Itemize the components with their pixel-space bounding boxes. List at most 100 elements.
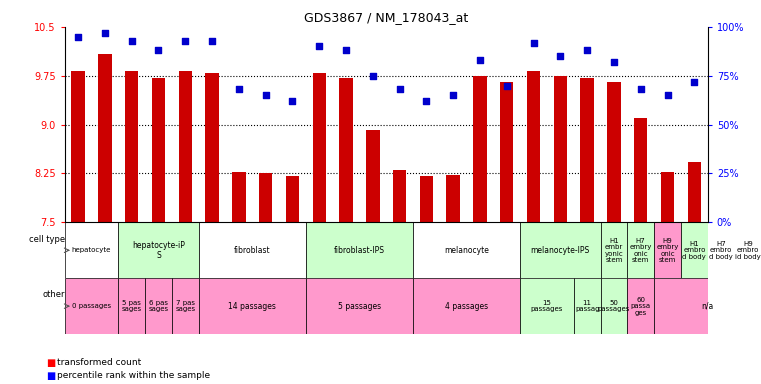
Text: H7
embro
d body: H7 embro d body bbox=[709, 241, 733, 260]
Point bbox=[340, 47, 352, 53]
Text: melanocyte-IPS: melanocyte-IPS bbox=[530, 246, 590, 255]
Point bbox=[206, 38, 218, 44]
Text: 11
passag: 11 passag bbox=[575, 300, 600, 313]
Point bbox=[581, 47, 594, 53]
Bar bbox=[205, 73, 218, 222]
Bar bbox=[500, 82, 514, 222]
Point bbox=[286, 98, 298, 104]
Point bbox=[72, 33, 84, 40]
Point bbox=[179, 38, 191, 44]
Bar bbox=[98, 54, 112, 222]
Text: H1
embr
yonic
stem: H1 embr yonic stem bbox=[604, 238, 623, 263]
Bar bbox=[447, 175, 460, 222]
Bar bbox=[413, 222, 521, 278]
Point bbox=[152, 47, 164, 53]
Point bbox=[447, 92, 460, 98]
Point bbox=[233, 86, 245, 93]
Bar bbox=[554, 76, 567, 222]
Bar bbox=[654, 222, 681, 278]
Title: GDS3867 / NM_178043_at: GDS3867 / NM_178043_at bbox=[304, 11, 468, 24]
Point bbox=[474, 57, 486, 63]
Bar bbox=[393, 170, 406, 222]
Bar bbox=[199, 278, 306, 334]
Point bbox=[126, 38, 138, 44]
Text: percentile rank within the sample: percentile rank within the sample bbox=[57, 371, 210, 380]
Point bbox=[367, 73, 379, 79]
Text: hepatocyte-iP
S: hepatocyte-iP S bbox=[132, 241, 185, 260]
Text: fibroblast: fibroblast bbox=[234, 246, 271, 255]
Bar bbox=[661, 172, 674, 222]
Text: melanocyte: melanocyte bbox=[444, 246, 489, 255]
Point bbox=[635, 86, 647, 93]
Text: 60
passa
ges: 60 passa ges bbox=[631, 297, 651, 316]
Text: H9
embro
id body: H9 embro id body bbox=[735, 241, 761, 260]
Point bbox=[260, 92, 272, 98]
Bar bbox=[600, 222, 627, 278]
Bar bbox=[65, 222, 118, 278]
Bar bbox=[581, 78, 594, 222]
Text: cell type: cell type bbox=[29, 235, 65, 243]
Bar bbox=[688, 162, 701, 222]
Text: hepatocyte: hepatocyte bbox=[72, 247, 111, 253]
Bar bbox=[72, 71, 84, 222]
Bar bbox=[734, 222, 761, 278]
Point bbox=[313, 43, 325, 50]
Bar bbox=[654, 278, 761, 334]
Point bbox=[99, 30, 111, 36]
Bar bbox=[125, 71, 139, 222]
Bar bbox=[339, 78, 352, 222]
Text: fibroblast-IPS: fibroblast-IPS bbox=[334, 246, 385, 255]
Bar bbox=[607, 82, 621, 222]
Bar bbox=[634, 118, 648, 222]
Bar bbox=[413, 278, 521, 334]
Bar bbox=[232, 172, 246, 222]
Point bbox=[527, 40, 540, 46]
Point bbox=[688, 79, 700, 85]
Bar bbox=[521, 278, 574, 334]
Text: H7
embry
onic
stem: H7 embry onic stem bbox=[629, 238, 652, 263]
Text: 7 pas
sages: 7 pas sages bbox=[175, 300, 196, 313]
Bar bbox=[600, 278, 627, 334]
Text: 4 passages: 4 passages bbox=[445, 302, 488, 311]
Text: n/a: n/a bbox=[702, 302, 714, 311]
Point bbox=[393, 86, 406, 93]
Bar bbox=[179, 71, 192, 222]
Bar bbox=[306, 278, 413, 334]
Bar bbox=[527, 71, 540, 222]
Point bbox=[608, 59, 620, 65]
Text: transformed count: transformed count bbox=[57, 358, 142, 367]
Bar bbox=[285, 176, 299, 222]
Bar bbox=[259, 174, 272, 222]
Bar bbox=[118, 222, 199, 278]
Text: other: other bbox=[43, 290, 65, 300]
Text: 6 pas
sages: 6 pas sages bbox=[148, 300, 168, 313]
Text: 14 passages: 14 passages bbox=[228, 302, 276, 311]
Bar bbox=[420, 176, 433, 222]
Bar bbox=[172, 278, 199, 334]
Text: ■: ■ bbox=[46, 371, 55, 381]
Text: ■: ■ bbox=[46, 358, 55, 368]
Bar bbox=[574, 278, 600, 334]
Point bbox=[661, 92, 673, 98]
Point bbox=[501, 83, 513, 89]
Bar bbox=[118, 278, 145, 334]
Point bbox=[554, 53, 566, 59]
Bar bbox=[151, 78, 165, 222]
Bar bbox=[473, 76, 487, 222]
Bar bbox=[708, 222, 734, 278]
Text: 5 passages: 5 passages bbox=[338, 302, 381, 311]
Bar bbox=[521, 222, 600, 278]
Text: 50
passages: 50 passages bbox=[597, 300, 630, 313]
Text: 0 passages: 0 passages bbox=[72, 303, 111, 309]
Text: H1
embro
d body: H1 embro d body bbox=[683, 241, 706, 260]
Bar bbox=[366, 130, 380, 222]
Bar bbox=[627, 222, 654, 278]
Bar bbox=[313, 73, 326, 222]
Bar bbox=[306, 222, 413, 278]
Bar bbox=[199, 222, 306, 278]
Text: 15
passages: 15 passages bbox=[530, 300, 563, 313]
Bar bbox=[681, 222, 708, 278]
Text: 5 pas
sages: 5 pas sages bbox=[122, 300, 142, 313]
Bar bbox=[627, 278, 654, 334]
Bar bbox=[65, 278, 118, 334]
